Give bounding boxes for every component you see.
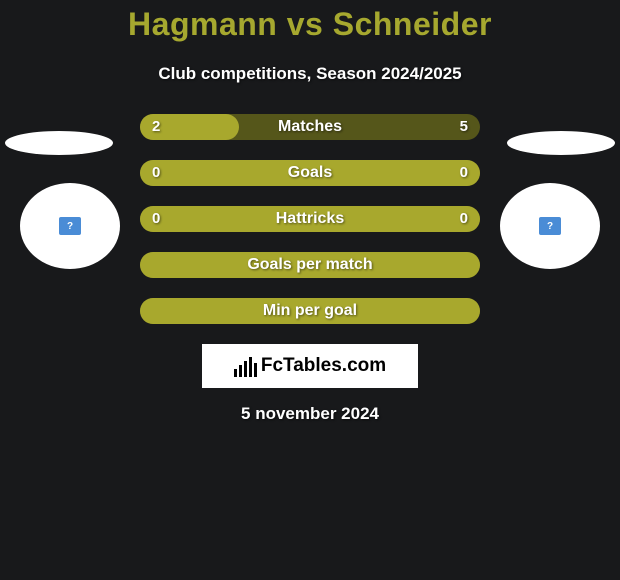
stat-row: Min per goal <box>140 298 480 324</box>
comparison-infographic: Hagmann vs Schneider Club competitions, … <box>0 6 620 580</box>
stat-value-right: 5 <box>460 114 468 140</box>
stat-label: Hattricks <box>140 206 480 232</box>
logo-bars-icon <box>234 355 257 377</box>
player-right-marker <box>507 131 615 155</box>
player-left-badge-icon: ? <box>59 217 81 235</box>
stat-row: 2Matches5 <box>140 114 480 140</box>
logo-text: FcTables.com <box>261 355 386 377</box>
date: 5 november 2024 <box>0 404 620 424</box>
fctables-logo: FcTables.com <box>202 344 418 388</box>
stat-row: Goals per match <box>140 252 480 278</box>
stat-value-right: 0 <box>460 206 468 232</box>
subtitle: Club competitions, Season 2024/2025 <box>0 64 620 84</box>
stat-label: Matches <box>140 114 480 140</box>
player-left-badge: ? <box>20 183 120 269</box>
stat-label: Min per goal <box>140 298 480 324</box>
player-right-badge: ? <box>500 183 600 269</box>
stat-label: Goals <box>140 160 480 186</box>
stat-row: 0Hattricks0 <box>140 206 480 232</box>
page-title: Hagmann vs Schneider <box>0 6 620 43</box>
player-left-marker <box>5 131 113 155</box>
player-right-badge-icon: ? <box>539 217 561 235</box>
stat-value-right: 0 <box>460 160 468 186</box>
stat-row: 0Goals0 <box>140 160 480 186</box>
stat-label: Goals per match <box>140 252 480 278</box>
